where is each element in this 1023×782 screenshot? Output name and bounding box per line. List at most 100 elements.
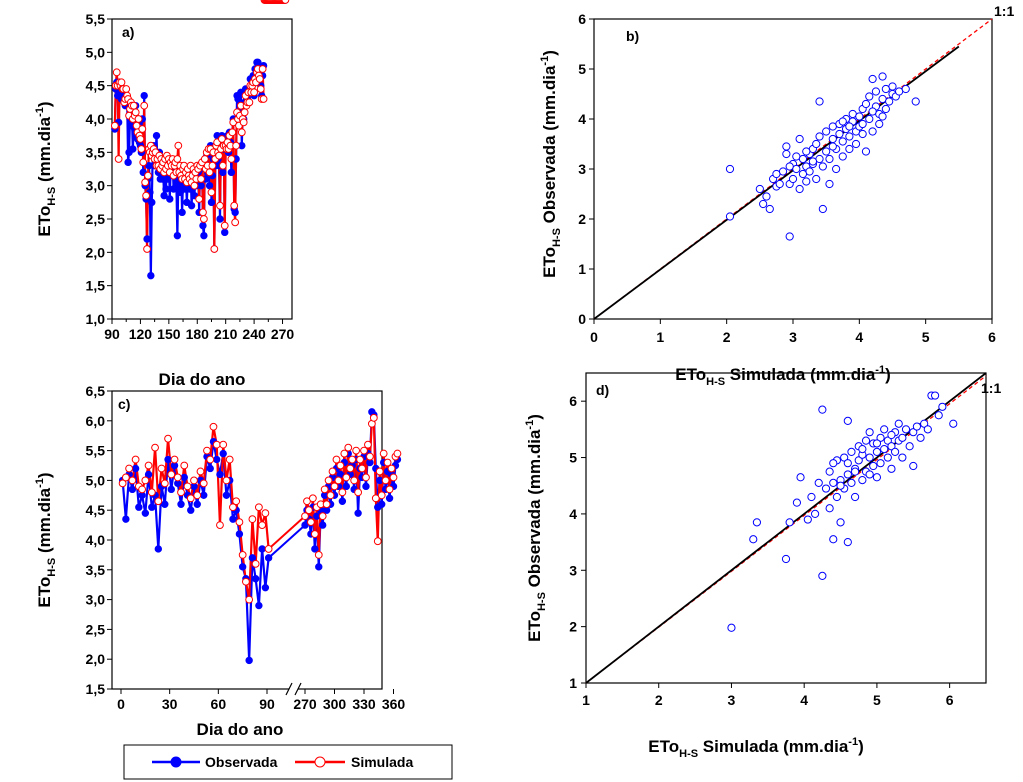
plot-a-point-simulada (112, 68, 121, 77)
plot-c-point-simulada (141, 476, 150, 485)
plot-b-ytick-label: 6 (578, 11, 586, 27)
plot-b-xlabel-part: H-S (706, 376, 725, 388)
plot-c-point-observada (141, 509, 150, 517)
plot-c-point-simulada (369, 413, 378, 422)
plot-d-ytick-label: 5 (569, 450, 577, 466)
plot-a-point-simulada (129, 101, 138, 110)
plot-a-ylabel-group: EToH-S (mm.dia-1) (34, 101, 58, 236)
plot-b-point (851, 139, 861, 149)
plot-c-point-simulada (381, 476, 390, 485)
plot-a-point-simulada (199, 208, 207, 217)
plot-a-point-simulada (143, 245, 151, 253)
plot-c-point-simulada (310, 530, 319, 538)
plot-c-point-simulada (328, 467, 337, 476)
plot-d-ytick-label: 1 (569, 675, 577, 691)
plot-c-point-simulada (238, 551, 247, 559)
plot-d-annotation-1to1: 1:1 (981, 380, 1001, 396)
plot-b-point (798, 169, 808, 179)
plot-a-point-simulada (200, 155, 209, 163)
plot-c-point-observada (264, 554, 273, 562)
plot-c-xtick-label: 30 (162, 696, 178, 712)
plot-d-ylabel-part: H-S (536, 592, 548, 611)
plot-b-point (828, 134, 837, 144)
plot-c-point-simulada (248, 515, 257, 524)
plot-c-point-simulada (261, 509, 270, 518)
plot-c-point-simulada (193, 491, 202, 500)
plot-d-point (905, 442, 914, 451)
plot-d-point (901, 425, 911, 434)
plot-a-ylabel-part: ) (35, 101, 54, 107)
plot-d-point (865, 470, 874, 479)
plot-c-point-observada (135, 503, 143, 511)
plot-a-point-observada (216, 215, 224, 223)
plot-a-ytick-label: 1,5 (86, 278, 106, 294)
plot-a-point-simulada (210, 245, 219, 253)
plot-c-point-simulada (180, 461, 189, 470)
plot-d-point (872, 447, 882, 457)
plot-d-point (810, 509, 820, 519)
plot-c-point-simulada (350, 476, 359, 485)
plot-c-point-observada (385, 494, 394, 502)
plot-b-point (871, 87, 881, 96)
plot-b-point (861, 147, 871, 156)
plot-d-point (883, 436, 892, 445)
plot-a-point-simulada (199, 215, 208, 223)
plot-b-point (868, 107, 877, 116)
plot-d-point (792, 498, 802, 507)
plot-c-ylabel-part: H-S (46, 558, 58, 577)
plot-b-point (788, 174, 798, 184)
plot-a-ytick-label: 5,0 (86, 44, 106, 60)
plot-b-point (782, 149, 791, 159)
plot-d-point (847, 447, 856, 457)
plot-b-xtick-label: 3 (789, 329, 797, 345)
plot-c-ylabel-part: ETo (35, 577, 54, 608)
plot-c-point-simulada (138, 485, 146, 494)
plot-c-series-line-observada (121, 441, 270, 661)
plot-c-point-simulada (322, 500, 331, 509)
plot-b-panel-label: b) (626, 28, 639, 44)
plot-b-point (825, 179, 834, 189)
plot-d-point (876, 459, 885, 468)
plot-b-point (861, 99, 871, 109)
plot-c-point-simulada (131, 455, 140, 464)
plot-d-xlabel-part: -1 (848, 736, 858, 748)
plot-c-point-observada (319, 521, 327, 529)
plot-a-point-simulada (137, 145, 146, 153)
plot-a-point-simulada (114, 155, 123, 163)
plot-c-point-simulada (258, 521, 267, 529)
plot-a-point-observada (148, 198, 156, 207)
plot-d-point (898, 453, 907, 462)
plot-b-point (822, 147, 831, 156)
plot-c-point-simulada (307, 518, 315, 527)
plot-d-xtick-label: 5 (873, 692, 881, 708)
plot-c-point-simulada (225, 455, 234, 464)
plot-d-point (858, 475, 867, 485)
plot-d-xlabel-part: H-S (679, 748, 698, 760)
plot-a-panel-label: a) (122, 24, 134, 40)
plot-c-ytick-label: 4,5 (86, 502, 106, 518)
plot-d-point (807, 492, 816, 502)
plot-a-point-simulada (218, 161, 227, 170)
plot-b-point (845, 132, 854, 141)
plot-a-point-simulada (256, 85, 265, 93)
plot-b-ylabel: EToH-S Observada (mm.dia-1) (539, 50, 563, 278)
plot-b-point (815, 97, 824, 106)
plot-c-point-simulada (360, 446, 368, 455)
plot-d-point (898, 433, 907, 442)
plot-a-point-simulada (197, 175, 205, 183)
plot-a-ytick-label: 4,0 (86, 111, 106, 127)
plot-a-xtick-label: 120 (129, 326, 153, 342)
plot-c-point-simulada (344, 443, 353, 452)
plot-b-point (812, 174, 821, 184)
plot-b-point (785, 232, 794, 241)
plot-c-ytick-label: 5,5 (86, 443, 106, 459)
plot-d-point (923, 425, 932, 434)
plot-c-point-observada (164, 455, 172, 464)
plot-d-point (727, 623, 736, 632)
plot-d-ylabel-group: EToH-S Observada (mm.dia-1) (524, 414, 548, 642)
plot-b-point (875, 119, 884, 129)
plot-d-point (843, 416, 852, 426)
plot-c-xtick-label: 300 (323, 696, 347, 712)
legend-marker-observada (170, 756, 182, 768)
plot-c-point-observada (342, 482, 350, 491)
